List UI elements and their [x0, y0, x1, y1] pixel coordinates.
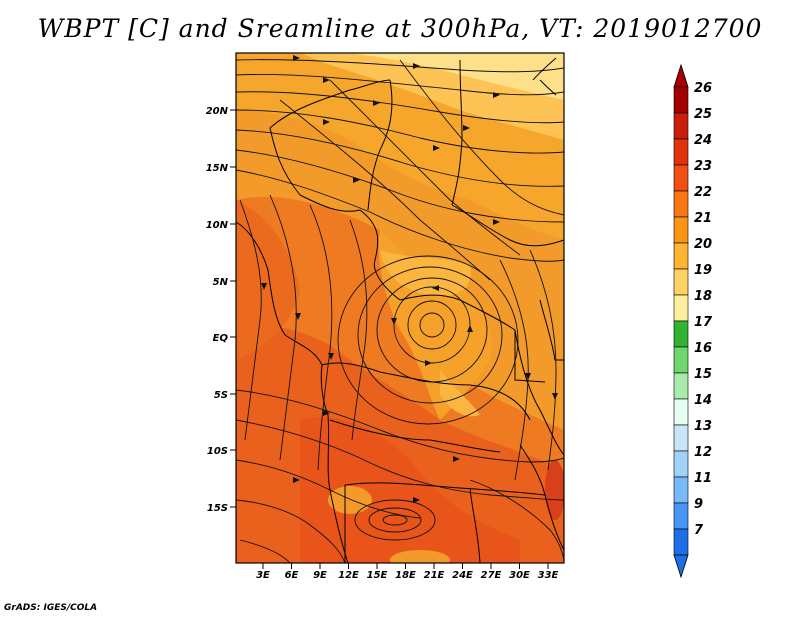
colorbar-swatch [673, 372, 689, 400]
lat-tick-label: 20N [206, 106, 229, 117]
lat-tick-label: 15S [207, 503, 228, 514]
colorbar-bottom-arrow [673, 554, 689, 579]
colorbar-label: 17 [694, 315, 713, 330]
map-frame [235, 52, 565, 564]
temperature-field [236, 53, 564, 563]
colorbar-label: 20 [694, 237, 712, 252]
colorbar-label: 21 [694, 211, 712, 226]
colorbar-swatch [673, 112, 689, 140]
colorbar-swatch [673, 346, 689, 374]
lat-tick-label: EQ [213, 333, 229, 344]
colorbar-swatch [673, 502, 689, 530]
colorbar-swatch [673, 320, 689, 348]
colorbar-label: 23 [694, 159, 712, 174]
latitude-axis: 20N 15N 10N 5N EQ 5S 10S 15S [206, 106, 236, 514]
colorbar-swatch [673, 476, 689, 504]
colorbar-swatch [673, 268, 689, 296]
lat-tick-label: 5S [214, 390, 228, 401]
colorbar-label: 11 [694, 471, 712, 486]
colorbar-label: 22 [694, 185, 712, 200]
colorbar-label: 24 [694, 133, 712, 148]
country-borders [236, 57, 564, 563]
lat-tick-label: 10N [206, 220, 229, 231]
colorbar-label: 7 [694, 523, 704, 538]
colorbar-swatch [673, 242, 689, 270]
colorbar-label: 25 [694, 107, 712, 122]
colorbar-label: 13 [694, 419, 712, 434]
lon-tick-label: 6E [285, 570, 299, 581]
colorbar-label: 16 [694, 341, 712, 356]
colorbar-label: 15 [694, 367, 712, 382]
colorbar-label: 18 [694, 289, 712, 304]
colorbar-swatch [673, 294, 689, 322]
colorbar-label: 12 [694, 445, 712, 460]
colorbar-label: 14 [694, 393, 712, 408]
colorbar-swatch [673, 424, 689, 452]
lon-tick-label: 18E [395, 570, 416, 581]
colorbar-top-arrow [673, 63, 689, 88]
lon-tick-label: 33E [538, 570, 559, 581]
lon-tick-label: 12E [338, 570, 359, 581]
lon-tick-label: 24E [452, 570, 473, 581]
colorbar: 26 25 24 23 22 21 20 19 18 17 16 15 14 13 12 11 9 7 [673, 63, 713, 579]
colorbar-label: 19 [694, 263, 712, 278]
colorbar-swatch [673, 138, 689, 166]
lat-tick-label: 15N [206, 163, 229, 174]
lon-tick-label: 15E [367, 570, 388, 581]
lat-tick-label: 10S [207, 446, 228, 457]
lon-tick-label: 27E [481, 570, 502, 581]
lon-tick-label: 9E [313, 570, 327, 581]
colorbar-swatch [673, 528, 689, 556]
credit-text: GrADS: IGES/COLA [4, 603, 98, 613]
chart-title: WBPT [C] and Sreamline at 300hPa, VT: 20… [37, 14, 763, 43]
lon-tick-label: 21E [424, 570, 445, 581]
streamline-arrows [261, 55, 558, 503]
colorbar-label: 26 [694, 81, 712, 96]
longitude-axis: 3E 6E 9E 12E 15E 18E 21E 24E 27E 30E 33E [256, 563, 559, 581]
colorbar-swatch [673, 216, 689, 244]
colorbar-label: 9 [694, 497, 703, 512]
colorbar-swatch [673, 190, 689, 218]
colorbar-swatch [673, 450, 689, 478]
lon-tick-label: 30E [509, 570, 530, 581]
colorbar-swatch [673, 86, 689, 114]
lat-tick-label: 5N [213, 277, 229, 288]
colorbar-swatch [673, 164, 689, 192]
colorbar-swatch [673, 398, 689, 426]
lon-tick-label: 3E [256, 570, 270, 581]
